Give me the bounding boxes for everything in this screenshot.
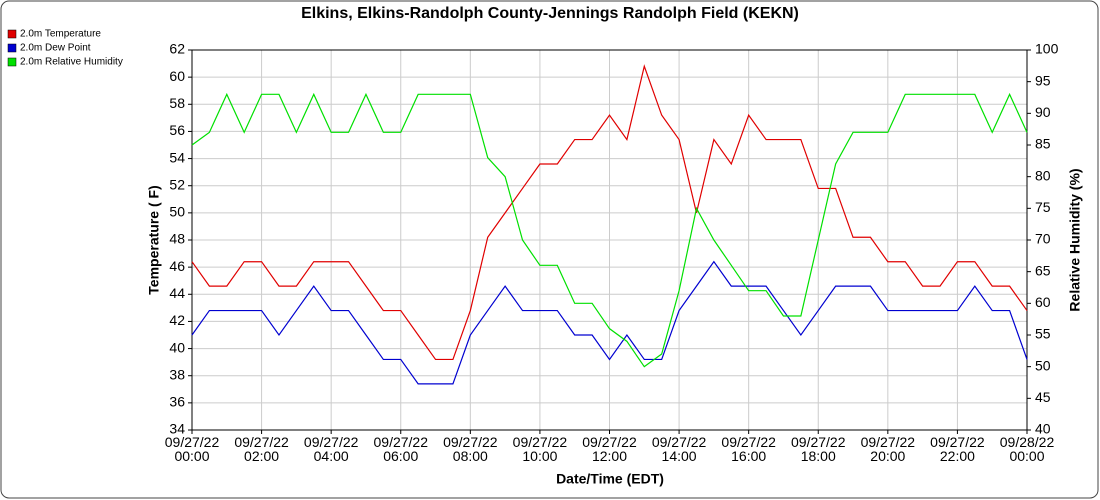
y-tick-label: 34 bbox=[169, 421, 185, 437]
y-tick-label: 48 bbox=[169, 231, 185, 247]
legend-swatch bbox=[7, 43, 17, 53]
y-tick-label: 38 bbox=[169, 366, 185, 382]
x-tick-label: 09/27/22 06:00 bbox=[373, 434, 429, 464]
x-tick-label: 09/27/22 16:00 bbox=[721, 434, 776, 464]
x-tick-label: 09/27/22 22:00 bbox=[930, 434, 985, 464]
x-tick-label: 09/27/22 14:00 bbox=[651, 434, 707, 464]
y-tick-label: 40 bbox=[169, 339, 185, 355]
y2-tick-label: 95 bbox=[1035, 72, 1051, 88]
legend-label: 2.0m Dew Point bbox=[20, 43, 91, 54]
x-axis-title: Date/Time (EDT) bbox=[556, 471, 664, 487]
x-tick-label: 09/27/22 02:00 bbox=[234, 434, 289, 464]
y2-tick-label: 90 bbox=[1035, 104, 1051, 120]
x-tick-label: 09/27/22 12:00 bbox=[582, 434, 637, 464]
y2-tick-label: 100 bbox=[1035, 41, 1059, 57]
y2-tick-label: 85 bbox=[1035, 136, 1051, 152]
y2-tick-label: 65 bbox=[1035, 262, 1051, 278]
y-tick-label: 44 bbox=[169, 285, 185, 301]
x-tick-label: 09/28/22 00:00 bbox=[999, 434, 1055, 464]
y-tick-label: 56 bbox=[169, 122, 185, 138]
x-tick-label: 09/27/22 10:00 bbox=[512, 434, 568, 464]
y2-tick-label: 60 bbox=[1035, 294, 1051, 310]
y2-tick-label: 75 bbox=[1035, 199, 1051, 215]
y-tick-label: 62 bbox=[169, 41, 185, 57]
data-line bbox=[191, 64, 1028, 361]
legend-swatch bbox=[7, 29, 17, 39]
y2-tick-label: 80 bbox=[1035, 167, 1051, 183]
y-axis-title: Temperature ( F) bbox=[146, 185, 162, 294]
y-tick-label: 42 bbox=[169, 312, 185, 328]
chart-title: Elkins, Elkins-Randolph County-Jennings … bbox=[301, 5, 799, 22]
x-tick-label: 09/27/22 18:00 bbox=[791, 434, 846, 464]
legend-label: 2.0m Temperature bbox=[20, 29, 101, 40]
x-tick-label: 09/27/22 08:00 bbox=[443, 434, 498, 464]
y-tick-label: 52 bbox=[169, 176, 185, 192]
y-tick-label: 36 bbox=[169, 394, 185, 410]
plot-border bbox=[191, 49, 1028, 431]
y-tick-label: 60 bbox=[169, 68, 185, 84]
x-tick-label: 09/27/22 20:00 bbox=[860, 434, 916, 464]
y2-tick-label: 40 bbox=[1035, 421, 1051, 437]
y2-tick-label: 50 bbox=[1035, 357, 1051, 373]
y-tick-label: 50 bbox=[169, 204, 185, 220]
y2-tick-label: 45 bbox=[1035, 389, 1051, 405]
x-tick-label: 09/27/22 04:00 bbox=[303, 434, 359, 464]
y-tick-label: 46 bbox=[169, 258, 185, 274]
legend-label: 2.0m Relative Humidity bbox=[20, 57, 123, 68]
legend-swatch bbox=[7, 57, 17, 67]
data-line bbox=[191, 260, 1028, 385]
y-tick-label: 54 bbox=[169, 149, 185, 165]
x-tick-label: 09/27/22 00:00 bbox=[164, 434, 220, 464]
y2-axis-title: Relative Humidity (%) bbox=[1067, 168, 1083, 311]
y2-tick-label: 55 bbox=[1035, 326, 1051, 342]
y2-tick-label: 70 bbox=[1035, 231, 1051, 247]
y-tick-label: 58 bbox=[169, 95, 185, 111]
data-line bbox=[191, 92, 1028, 368]
